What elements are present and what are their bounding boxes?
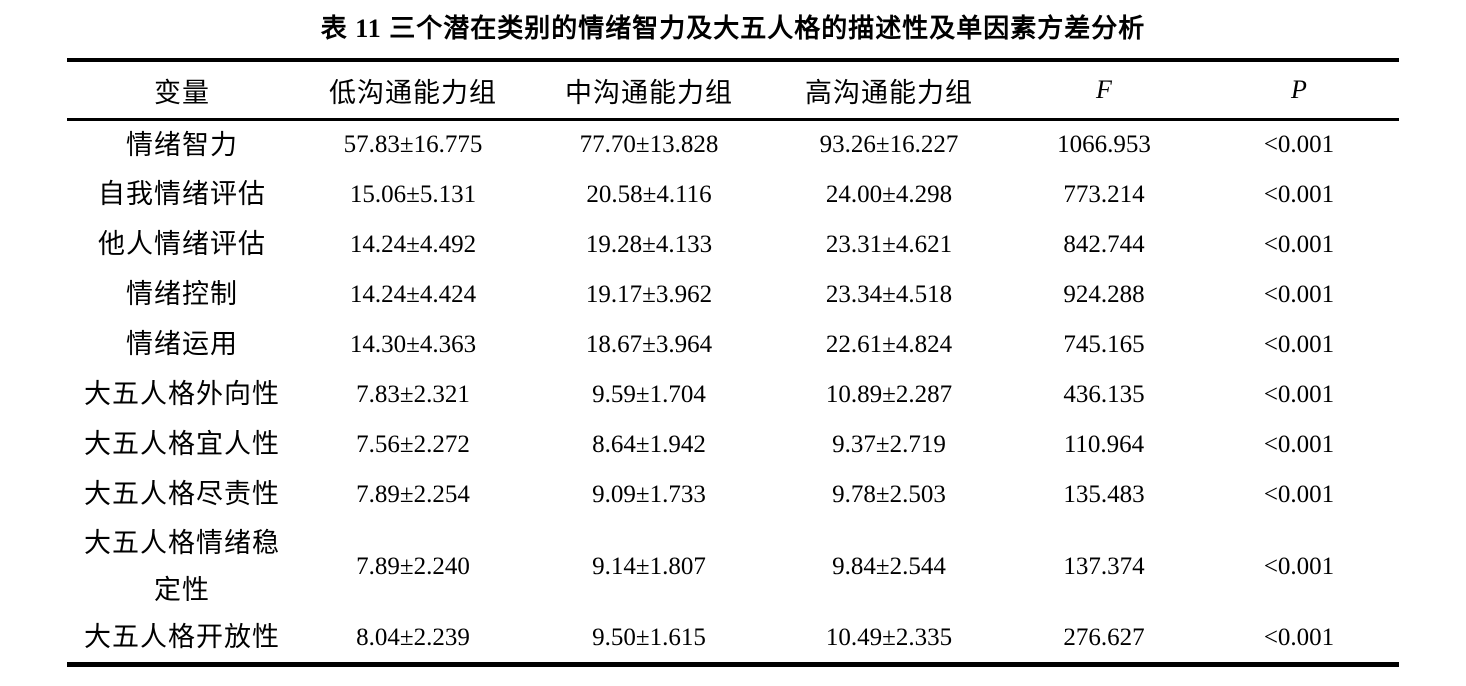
value-cell: 8.64±1.942 bbox=[592, 430, 706, 458]
value-cell: 276.627 bbox=[1063, 623, 1145, 651]
value-cell: 7.83±2.321 bbox=[356, 380, 470, 408]
value-cell: <0.001 bbox=[1263, 623, 1335, 651]
anova-table: 变量 低沟通能力组 中沟通能力组 高沟通能力组 F P 情绪智力 57.83±16.775 7… bbox=[67, 58, 1399, 667]
column-header: F bbox=[1009, 60, 1199, 121]
value-cell: 7.89±2.254 bbox=[356, 480, 470, 508]
value-cell: <0.001 bbox=[1263, 552, 1335, 580]
table-row: 大五人格宜人性 7.56±2.272 8.64±1.942 9.37±2.719 110… bbox=[67, 420, 1399, 470]
value-cell: 1066.953 bbox=[1057, 131, 1151, 159]
value-cell: 10.49±2.335 bbox=[825, 623, 953, 651]
value-cell: 19.17±3.962 bbox=[585, 280, 713, 308]
table-row: 大五人格尽责性 7.89±2.254 9.09±1.733 9.78±2.503 135… bbox=[67, 470, 1399, 520]
value-cell: 18.67±3.964 bbox=[585, 330, 713, 358]
variable-cell: 大五人格外向性 bbox=[84, 378, 280, 409]
value-cell: <0.001 bbox=[1263, 330, 1335, 358]
variable-cell: 自我情绪评估 bbox=[98, 178, 266, 209]
value-cell: 9.37±2.719 bbox=[832, 430, 946, 458]
table-row: 情绪运用 14.30±4.363 18.67±3.964 22.61±4.824 745… bbox=[67, 320, 1399, 370]
value-cell: 745.165 bbox=[1063, 330, 1145, 358]
value-cell: 10.89±2.287 bbox=[825, 380, 953, 408]
value-cell: 9.84±2.544 bbox=[832, 552, 946, 580]
value-cell: 8.04±2.239 bbox=[356, 623, 470, 651]
value-cell: 135.483 bbox=[1063, 480, 1145, 508]
column-header: P bbox=[1199, 60, 1399, 121]
value-cell: 14.24±4.424 bbox=[349, 280, 477, 308]
value-cell: 137.374 bbox=[1063, 552, 1145, 580]
value-cell: 9.78±2.503 bbox=[832, 480, 946, 508]
value-cell: 773.214 bbox=[1063, 180, 1145, 208]
value-cell: <0.001 bbox=[1263, 480, 1335, 508]
value-cell: 924.288 bbox=[1063, 280, 1145, 308]
table-row: 情绪控制 14.24±4.424 19.17±3.962 23.34±4.518 924… bbox=[67, 270, 1399, 320]
variable-cell: 大五人格开放性 bbox=[84, 622, 280, 653]
value-cell: 110.964 bbox=[1063, 430, 1145, 458]
value-cell: 9.14±1.807 bbox=[592, 552, 706, 580]
variable-cell: 情绪智力 bbox=[126, 129, 238, 160]
value-cell: 9.09±1.733 bbox=[592, 480, 706, 508]
value-cell: <0.001 bbox=[1263, 230, 1335, 258]
value-cell: <0.001 bbox=[1263, 131, 1335, 159]
value-cell: 14.24±4.492 bbox=[349, 230, 477, 258]
value-cell: <0.001 bbox=[1263, 280, 1335, 308]
column-header: 变量 bbox=[67, 60, 297, 121]
value-cell: 842.744 bbox=[1063, 230, 1145, 258]
value-cell: 24.00±4.298 bbox=[825, 180, 953, 208]
value-cell: 23.34±4.518 bbox=[825, 280, 953, 308]
table-row: 他人情绪评估 14.24±4.492 19.28±4.133 23.31±4.621 8… bbox=[67, 220, 1399, 270]
document-page: 表 11 三个潜在类别的情绪智力及大五人格的描述性及单因素方差分析 变量 低沟通能… bbox=[67, 0, 1399, 667]
variable-cell: 大五人格宜人性 bbox=[84, 428, 280, 459]
table-row: 大五人格情绪稳定性 7.89±2.240 9.14±1.807 9.84±2.544 1… bbox=[67, 520, 1399, 615]
table-header-row: 变量 低沟通能力组 中沟通能力组 高沟通能力组 F P bbox=[67, 60, 1399, 121]
value-cell: 9.50±1.615 bbox=[592, 623, 706, 651]
table-row: 大五人格开放性 8.04±2.239 9.50±1.615 10.49±2.335 27… bbox=[67, 614, 1399, 664]
variable-cell: 情绪运用 bbox=[126, 328, 238, 359]
value-cell: 20.58±4.116 bbox=[586, 180, 712, 208]
value-cell: <0.001 bbox=[1263, 180, 1335, 208]
table-row: 自我情绪评估 15.06±5.131 20.58±4.116 24.00±4.298 7… bbox=[67, 170, 1399, 220]
table-row: 大五人格外向性 7.83±2.321 9.59±1.704 10.89±2.287 43… bbox=[67, 370, 1399, 420]
value-cell: 22.61±4.824 bbox=[825, 330, 953, 358]
value-cell: 7.89±2.240 bbox=[356, 552, 470, 580]
value-cell: 436.135 bbox=[1063, 380, 1145, 408]
value-cell: 57.83±16.775 bbox=[343, 131, 483, 159]
table-row: 情绪智力 57.83±16.775 77.70±13.828 93.26±16.227… bbox=[67, 120, 1399, 170]
value-cell: 9.59±1.704 bbox=[592, 380, 706, 408]
variable-cell: 大五人格尽责性 bbox=[84, 478, 280, 509]
table-caption: 表 11 三个潜在类别的情绪智力及大五人格的描述性及单因素方差分析 bbox=[320, 14, 1146, 43]
value-cell: <0.001 bbox=[1263, 430, 1335, 458]
column-header: 中沟通能力组 bbox=[529, 60, 769, 121]
column-header: 高沟通能力组 bbox=[769, 60, 1009, 121]
value-cell: 7.56±2.272 bbox=[356, 430, 470, 458]
value-cell: 93.26±16.227 bbox=[819, 131, 959, 159]
value-cell: <0.001 bbox=[1263, 380, 1335, 408]
value-cell: 19.28±4.133 bbox=[585, 230, 713, 258]
table-body: 情绪智力 57.83±16.775 77.70±13.828 93.26±16.227… bbox=[67, 120, 1399, 665]
value-cell: 14.30±4.363 bbox=[349, 330, 477, 358]
column-header: 低沟通能力组 bbox=[297, 60, 529, 121]
value-cell: 77.70±13.828 bbox=[579, 131, 719, 159]
variable-cell: 情绪控制 bbox=[126, 278, 238, 309]
value-cell: 23.31±4.621 bbox=[825, 230, 953, 258]
variable-cell: 他人情绪评估 bbox=[98, 228, 266, 259]
variable-cell: 大五人格情绪稳定性 bbox=[84, 527, 280, 605]
value-cell: 15.06±5.131 bbox=[349, 180, 477, 208]
